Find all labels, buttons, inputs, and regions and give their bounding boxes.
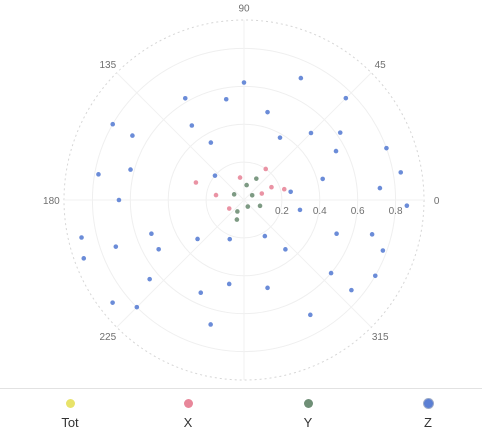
legend-swatch-z — [423, 399, 433, 408]
data-point-z — [81, 256, 87, 261]
data-point-z — [208, 322, 213, 327]
data-point-y — [235, 209, 240, 214]
angle-tick-label: 90 — [238, 3, 250, 14]
legend-item-x[interactable]: X — [158, 389, 218, 433]
radial-tick-label: 0.8 — [389, 206, 403, 217]
legend-label-y: Y — [303, 415, 313, 430]
legend: Tot X Y Z — [0, 388, 482, 433]
data-point-y — [231, 192, 237, 197]
data-point-z — [212, 173, 218, 178]
radial-tick-label: 0.4 — [313, 206, 327, 217]
data-point-z — [377, 185, 383, 191]
data-point-z — [298, 75, 304, 81]
angle-tick-label: 225 — [99, 332, 116, 343]
data-point-z — [182, 95, 188, 101]
data-point-z — [130, 133, 135, 138]
data-point-x — [269, 184, 274, 190]
data-point-x — [259, 191, 265, 196]
data-point-x — [263, 166, 269, 172]
data-point-z — [189, 123, 195, 128]
data-point-z — [128, 167, 133, 172]
angle-tick-label: 180 — [43, 196, 60, 207]
grid-spoke — [243, 72, 372, 201]
legend-item-y[interactable]: Y — [278, 389, 338, 433]
angle-tick-label: 0 — [434, 196, 440, 207]
legend-label-z: Z — [424, 415, 432, 430]
data-point-x — [237, 175, 243, 180]
polar-scatter-plot: 045901351802252703150.20.40.60.8 — [43, 3, 440, 381]
data-point-y — [254, 176, 259, 181]
data-point-z — [149, 231, 154, 236]
data-point-z — [349, 287, 354, 293]
data-point-z — [320, 176, 325, 182]
data-point-z — [384, 145, 389, 151]
data-point-z — [116, 197, 122, 203]
data-point-z — [288, 189, 293, 195]
data-point-z — [398, 170, 404, 175]
data-point-x — [226, 206, 232, 211]
data-point-x — [213, 192, 219, 198]
data-point-z — [369, 232, 375, 237]
data-point-y — [257, 203, 263, 209]
angle-tick-label: 135 — [99, 60, 116, 71]
data-point-x — [193, 180, 199, 185]
legend-label-x: X — [183, 415, 193, 430]
data-point-y — [234, 217, 240, 222]
grid-spoke — [116, 72, 245, 201]
data-point-z — [308, 130, 314, 136]
data-point-z — [262, 233, 268, 239]
data-point-z — [283, 247, 288, 252]
data-point-z — [227, 236, 233, 242]
data-point-z — [208, 140, 214, 145]
data-point-z — [380, 248, 386, 253]
legend-label-tot: Tot — [61, 415, 79, 430]
grid-spoke — [243, 199, 372, 328]
legend-item-z[interactable]: Z — [398, 389, 458, 433]
data-point-z — [156, 246, 161, 252]
legend-item-tot[interactable]: Tot — [40, 389, 100, 433]
data-point-y — [245, 204, 251, 209]
data-point-z — [343, 95, 349, 101]
data-point-z — [195, 236, 200, 242]
legend-swatch-y — [303, 399, 313, 408]
radial-tick-label: 0.6 — [351, 206, 365, 217]
data-point-z — [134, 304, 140, 310]
data-point-z — [110, 121, 116, 127]
data-point-z — [265, 109, 270, 115]
data-point-z — [328, 270, 334, 276]
data-point-z — [79, 235, 84, 240]
data-point-z — [113, 244, 119, 249]
legend-swatch-x — [183, 399, 193, 408]
angle-tick-label: 45 — [375, 60, 387, 71]
data-point-z — [308, 312, 313, 318]
data-point-y — [249, 192, 255, 198]
data-point-z — [297, 207, 303, 213]
data-point-z — [198, 290, 204, 296]
data-point-z — [241, 80, 247, 85]
data-point-y — [244, 182, 249, 188]
data-point-z — [226, 281, 232, 287]
data-point-z — [96, 172, 101, 177]
data-point-z — [147, 276, 152, 282]
angle-tick-label: 315 — [372, 332, 389, 343]
legend-swatch-tot — [65, 399, 75, 408]
data-point-z — [334, 231, 339, 236]
data-point-z — [333, 148, 339, 154]
data-point-z — [110, 300, 115, 305]
data-point-x — [281, 186, 287, 192]
data-point-z — [223, 96, 229, 102]
data-point-z — [265, 285, 270, 291]
data-point-z — [337, 130, 343, 135]
radial-tick-label: 0.2 — [275, 206, 289, 217]
data-point-z — [372, 273, 378, 279]
data-point-z — [277, 135, 283, 140]
data-point-z — [404, 203, 410, 208]
